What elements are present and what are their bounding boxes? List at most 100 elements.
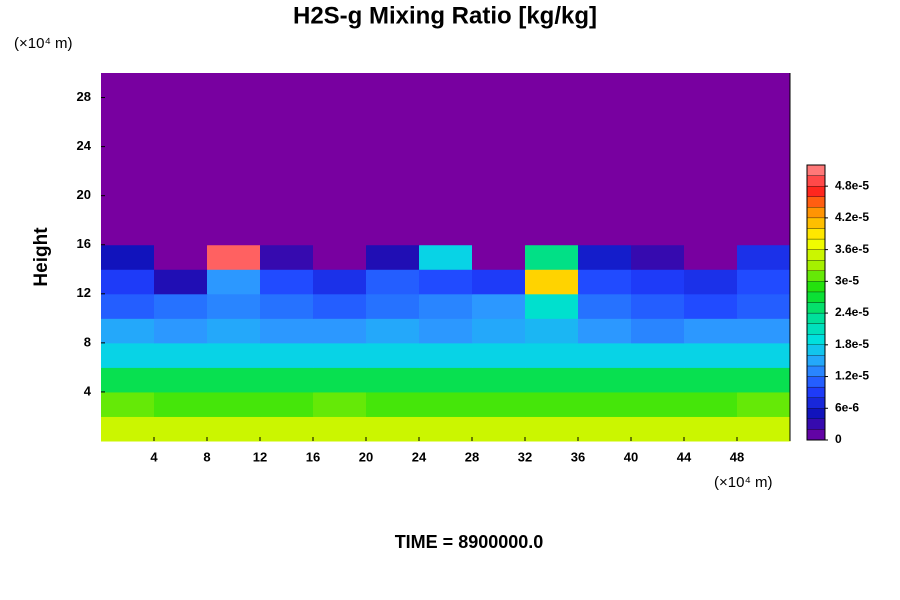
cell bbox=[525, 342, 579, 368]
cell bbox=[313, 122, 367, 148]
cell bbox=[472, 269, 526, 295]
y-axis-title: Height bbox=[31, 227, 52, 287]
cell bbox=[366, 342, 420, 368]
cell bbox=[631, 97, 685, 123]
x-tick-label: 24 bbox=[412, 449, 427, 464]
x-tick-label: 4 bbox=[150, 449, 158, 464]
colorbar-swatch bbox=[806, 281, 826, 293]
cell bbox=[525, 391, 579, 417]
cell bbox=[578, 97, 632, 123]
cell bbox=[578, 416, 632, 442]
cell bbox=[631, 171, 685, 197]
cell bbox=[419, 269, 473, 295]
cell bbox=[154, 269, 208, 295]
cell bbox=[419, 367, 473, 393]
cell bbox=[207, 244, 261, 270]
colorbar-swatch bbox=[806, 186, 826, 197]
colorbar-swatch bbox=[806, 418, 826, 430]
colorbar-label: 2.4e-5 bbox=[835, 305, 869, 319]
cell bbox=[207, 146, 261, 172]
x-tick-label: 44 bbox=[677, 449, 692, 464]
cell bbox=[737, 73, 791, 99]
cell bbox=[737, 318, 791, 344]
cell bbox=[260, 342, 314, 368]
colorbar-swatch bbox=[806, 344, 826, 356]
cell bbox=[207, 367, 261, 393]
colorbar-swatch bbox=[806, 408, 826, 419]
colorbar-swatch bbox=[806, 249, 826, 261]
cell bbox=[207, 220, 261, 246]
x-tick-label: 48 bbox=[730, 449, 744, 464]
cell bbox=[101, 367, 155, 393]
y-tick-label: 28 bbox=[77, 89, 91, 104]
cell bbox=[737, 367, 791, 393]
cell bbox=[313, 342, 367, 368]
colorbar-label: 3.6e-5 bbox=[835, 242, 869, 256]
cell bbox=[684, 220, 738, 246]
colorbar-swatch bbox=[806, 429, 826, 441]
cell bbox=[472, 367, 526, 393]
cell bbox=[419, 146, 473, 172]
cell bbox=[419, 318, 473, 344]
cell bbox=[366, 171, 420, 197]
cell bbox=[101, 293, 155, 319]
cell bbox=[631, 391, 685, 417]
colorbar-swatch bbox=[806, 217, 826, 229]
cell bbox=[472, 416, 526, 442]
cell bbox=[419, 416, 473, 442]
cell bbox=[684, 342, 738, 368]
cell bbox=[154, 318, 208, 344]
cell bbox=[260, 269, 314, 295]
cell bbox=[684, 97, 738, 123]
cell bbox=[366, 318, 420, 344]
cell bbox=[684, 73, 738, 99]
cell bbox=[366, 367, 420, 393]
colorbar-swatch bbox=[806, 302, 826, 314]
cell bbox=[684, 367, 738, 393]
x-unit: (×10⁴ m) bbox=[714, 474, 773, 491]
cell bbox=[207, 318, 261, 344]
colorbar-swatch bbox=[806, 260, 826, 271]
cell bbox=[578, 342, 632, 368]
cell bbox=[472, 342, 526, 368]
cell bbox=[154, 391, 208, 417]
cell bbox=[313, 293, 367, 319]
x-tick-label: 40 bbox=[624, 449, 638, 464]
x-tick-label: 16 bbox=[306, 449, 320, 464]
cell bbox=[207, 171, 261, 197]
cell bbox=[101, 171, 155, 197]
cell bbox=[684, 195, 738, 221]
cell bbox=[419, 122, 473, 148]
cell bbox=[472, 122, 526, 148]
cell bbox=[525, 122, 579, 148]
colorbar-swatch bbox=[806, 386, 826, 398]
colorbar-label: 0 bbox=[835, 432, 842, 446]
cell bbox=[631, 416, 685, 442]
cell bbox=[419, 293, 473, 319]
cell bbox=[101, 318, 155, 344]
cell bbox=[101, 416, 155, 442]
cell bbox=[154, 244, 208, 270]
cell bbox=[366, 391, 420, 417]
cell bbox=[525, 269, 579, 295]
cell bbox=[525, 293, 579, 319]
cell bbox=[419, 244, 473, 270]
cell bbox=[419, 73, 473, 99]
cell bbox=[684, 391, 738, 417]
cell bbox=[260, 367, 314, 393]
cell bbox=[207, 195, 261, 221]
cell bbox=[260, 293, 314, 319]
colorbar-swatch bbox=[806, 365, 826, 377]
cell bbox=[260, 73, 314, 99]
cell bbox=[737, 269, 791, 295]
colorbar-swatch bbox=[806, 207, 826, 219]
cell bbox=[154, 122, 208, 148]
cell bbox=[154, 342, 208, 368]
cell bbox=[525, 220, 579, 246]
cell bbox=[260, 122, 314, 148]
colorbar-swatch bbox=[806, 196, 826, 208]
cell bbox=[684, 416, 738, 442]
cell bbox=[101, 391, 155, 417]
colorbar-swatch bbox=[806, 164, 826, 176]
cell bbox=[101, 146, 155, 172]
